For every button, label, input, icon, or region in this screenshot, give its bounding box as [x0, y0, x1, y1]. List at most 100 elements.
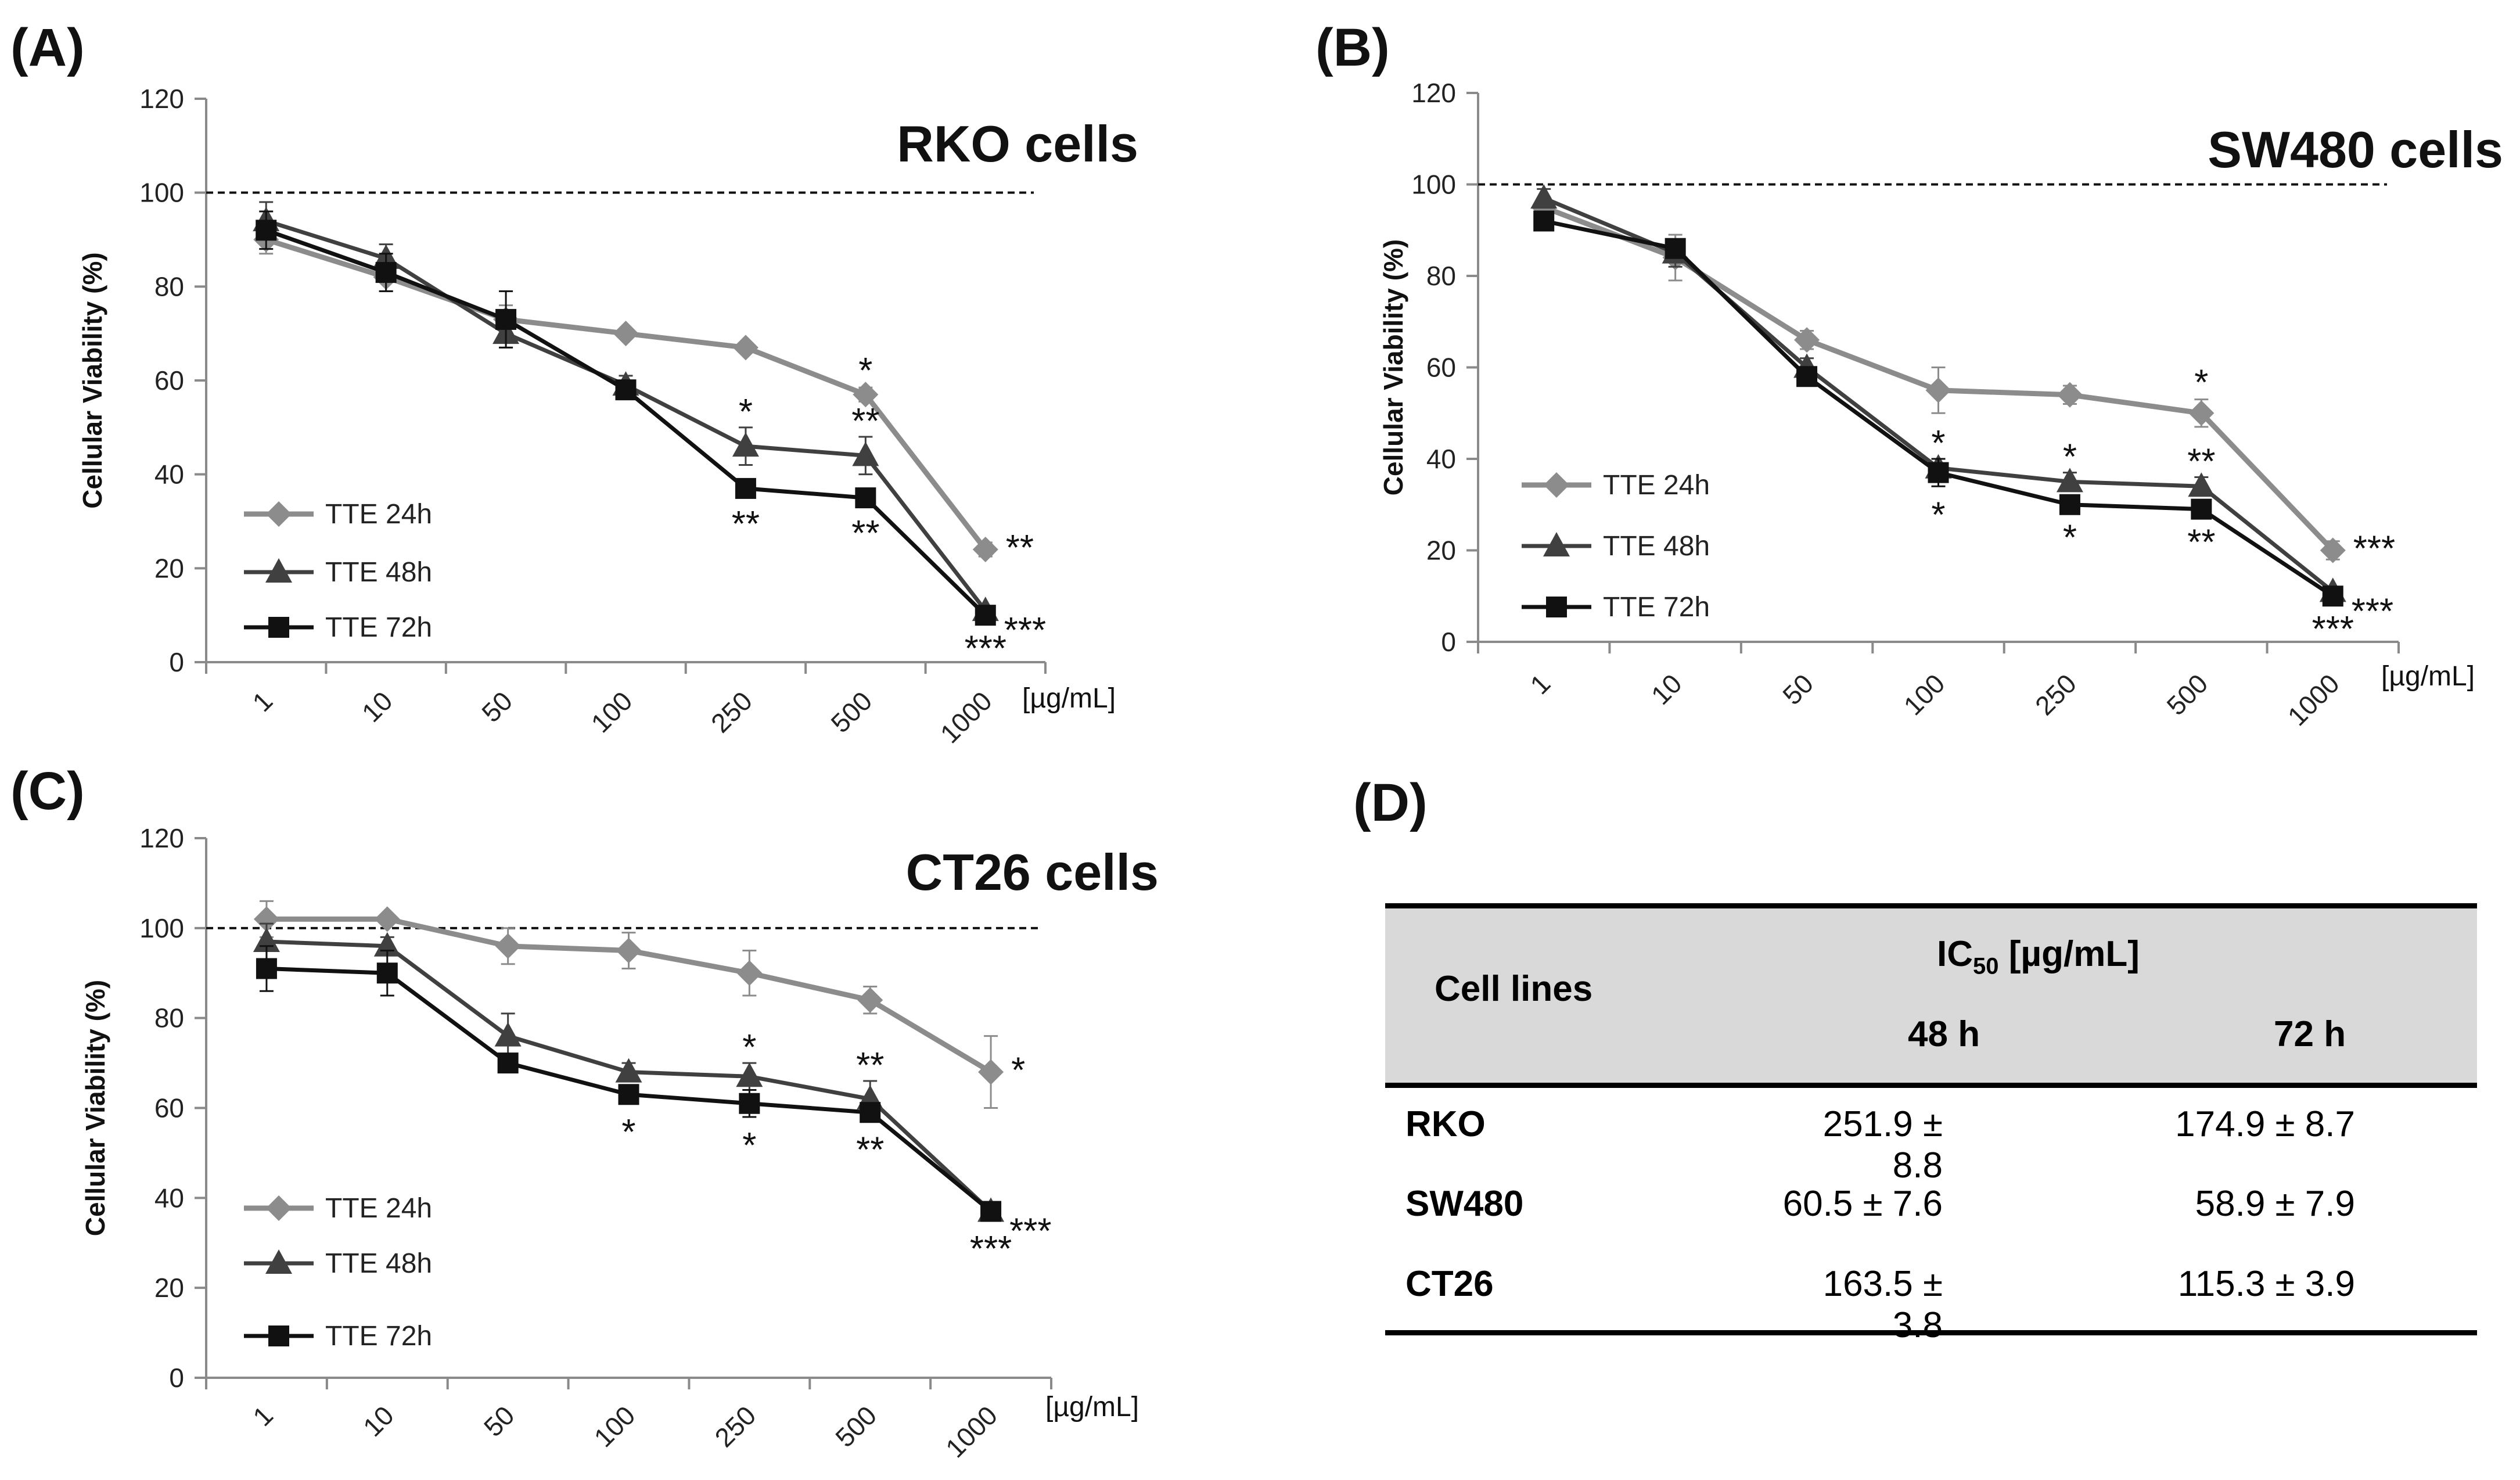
sw480-48h: 60.5 ± 7.6 — [1782, 1184, 1943, 1224]
data-point — [495, 308, 517, 330]
y-tick-label: 100 — [1411, 170, 1456, 200]
y-tick-label: 80 — [154, 271, 184, 301]
ic50-table: Cell lines IC50 [µg/mL] 48 h 72 h RKO 25… — [1385, 903, 2477, 1345]
y-tick-label: 60 — [154, 365, 184, 396]
legend-label: TTE 48h — [325, 1248, 432, 1279]
data-point — [616, 937, 642, 964]
data-point — [613, 321, 639, 347]
x-tick-label: 1 — [247, 1400, 279, 1432]
legend-item: TTE 48h — [244, 557, 432, 588]
y-tick-label: 60 — [154, 1093, 184, 1123]
legend-item: TTE 48h — [244, 1248, 432, 1279]
data-point — [852, 441, 879, 466]
x-tick-label: 1000 — [2282, 668, 2345, 731]
y-axis-title: Cellular Viability (%) — [77, 252, 107, 508]
panel-label-c: (C) — [10, 761, 85, 821]
data-point — [1796, 366, 1818, 387]
legend-label: TTE 24h — [325, 499, 432, 530]
legend-label: TTE 72h — [325, 612, 432, 643]
data-point — [2056, 468, 2083, 493]
ct26-48h: 163.5 ± 3.8 — [1822, 1264, 1943, 1345]
header-48h: 48 h — [1908, 1014, 1980, 1054]
data-point — [1925, 377, 1951, 403]
rko-48h: 251.9 ± 8.8 — [1822, 1104, 1943, 1186]
y-axis-title: Cellular Viability (%) — [80, 980, 110, 1236]
data-point — [975, 605, 996, 626]
y-tick-label: 0 — [169, 1363, 184, 1393]
data-point — [972, 537, 998, 562]
significance-label: ** — [851, 513, 879, 554]
header-ic: IC — [1937, 934, 1973, 974]
data-point — [2322, 585, 2343, 607]
x-tick-label: 50 — [476, 685, 518, 728]
data-point — [1665, 238, 1686, 259]
data-point — [1928, 462, 1949, 483]
y-tick-label: 20 — [1426, 536, 1456, 566]
y-tick-label: 120 — [1411, 78, 1456, 108]
data-point — [2059, 494, 2080, 515]
significance-label: * — [739, 392, 753, 432]
significance-label: ** — [2187, 523, 2215, 563]
significance-label: ** — [2187, 442, 2215, 482]
row-label-ct26: CT26 — [1405, 1264, 1494, 1304]
y-tick-label: 20 — [154, 553, 184, 583]
row-label-sw480: SW480 — [1405, 1184, 1524, 1224]
x-tick-label: 1000 — [940, 1400, 1003, 1463]
data-point — [256, 220, 277, 241]
x-tick-label: 250 — [709, 1400, 761, 1453]
y-tick-label: 120 — [139, 84, 184, 114]
panel-label-d: (D) — [1353, 773, 1428, 832]
series-tte-24h — [253, 900, 1004, 1109]
data-point — [736, 1062, 763, 1087]
data-point — [618, 1084, 639, 1105]
significance-label: *** — [1004, 610, 1046, 651]
significance-label: * — [2063, 437, 2077, 477]
y-tick-label: 0 — [169, 647, 184, 677]
y-tick-label: 0 — [1441, 627, 1456, 657]
data-point — [978, 1059, 1004, 1085]
chart-sw480: 0 20 40 60 80 100 120 1 10 50 100 250 500 1000 [µg/mL]… — [1378, 78, 2503, 731]
y-tick-label: 40 — [154, 1183, 184, 1213]
x-tick-label: 500 — [825, 685, 878, 738]
data-point — [615, 1058, 642, 1083]
x-axis-unit-label: [µg/mL] — [2381, 661, 2475, 692]
panel-label-b: (B) — [1315, 18, 1390, 77]
data-point — [1794, 327, 1820, 353]
sw480-72h: 58.9 ± 7.9 — [2195, 1184, 2355, 1224]
significance-label: * — [1011, 1051, 1025, 1091]
legend-item: TTE 72h — [244, 1321, 432, 1352]
x-tick-label: 10 — [1645, 668, 1688, 710]
x-tick-label: 100 — [588, 1400, 641, 1453]
legend-swatch-marker — [265, 1249, 292, 1274]
x-axis-unit-label: [µg/mL] — [1045, 1392, 1139, 1422]
x-tick-label: 250 — [2029, 668, 2082, 721]
y-axis-title: Cellular Viability (%) — [1378, 239, 1408, 495]
significance-label: ** — [851, 401, 879, 441]
x-tick-label: 500 — [2160, 668, 2213, 721]
row-label-rko: RKO — [1405, 1104, 1486, 1144]
y-tick-label: 80 — [154, 1003, 184, 1033]
table-header-band — [1385, 903, 2477, 1088]
data-point — [1530, 184, 1558, 209]
x-tick-label: 50 — [478, 1400, 520, 1442]
data-point — [980, 1201, 1002, 1222]
y-tick-label: 40 — [154, 459, 184, 490]
chart-title: SW480 cells — [2208, 121, 2503, 178]
significance-label: * — [2063, 518, 2077, 558]
data-point — [860, 1102, 881, 1123]
y-tick-label: 60 — [1426, 353, 1456, 383]
header-ic50: IC50 [µg/mL] — [1937, 933, 2140, 979]
significance-label: * — [621, 1112, 635, 1152]
data-point — [736, 960, 763, 986]
data-point — [497, 1052, 519, 1074]
header-72h: 72 h — [2274, 1014, 2346, 1054]
significance-label: ** — [856, 1130, 884, 1170]
table-bottom-rule — [1385, 1330, 2477, 1335]
y-tick-label: 80 — [1426, 261, 1456, 291]
data-point — [732, 335, 758, 361]
legend-swatch-marker — [1544, 472, 1569, 498]
data-point — [857, 987, 883, 1013]
legend-item: TTE 72h — [244, 612, 432, 643]
significance-label: *** — [2312, 609, 2354, 649]
